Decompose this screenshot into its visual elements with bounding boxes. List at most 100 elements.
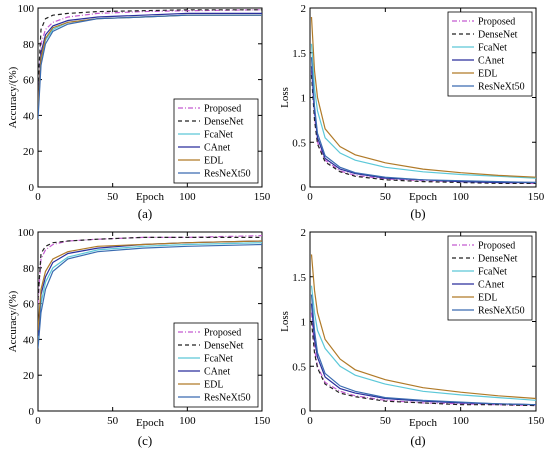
panel-caption: (b) — [410, 206, 425, 221]
y-tick-label: 20 — [23, 370, 35, 382]
legend-label: DenseNet — [204, 341, 244, 352]
series-group — [310, 16, 536, 184]
y-axis-label: Accuracy/(%) — [7, 290, 19, 352]
y-tick-label: 2 — [301, 3, 307, 15]
x-tick-label: 0 — [307, 415, 313, 427]
x-tick-label: 100 — [179, 415, 196, 427]
x-tick-label: 100 — [452, 415, 469, 427]
series-line-fcanet — [38, 242, 262, 340]
y-axis-label: Loss — [279, 87, 291, 108]
legend-label: ResNeXt50 — [204, 169, 251, 180]
legend-box — [173, 98, 259, 184]
y-tick-label: 0 — [29, 406, 35, 418]
x-axis-label: Epoch — [136, 417, 165, 429]
legend-box — [447, 11, 533, 97]
x-tick-label: 50 — [380, 191, 392, 203]
legend: Proposed DenseNet FcaNet CAnet EDL ResNeXt50 — [173, 322, 259, 408]
series-line-proposed — [38, 9, 262, 116]
y-axis-label: Accuracy/(%) — [7, 66, 19, 128]
x-tick-label: 50 — [107, 191, 119, 203]
y-tick-label: 40 — [23, 334, 35, 346]
y-tick-label: 1 — [301, 317, 307, 329]
y-tick-label: 100 — [18, 227, 35, 239]
x-tick-label: 100 — [452, 191, 469, 203]
legend-label: DenseNet — [478, 254, 518, 265]
chart-panel-c: 0 50 100 150 0 20 40 60 80 100 Epoch Accuracy/(%) (c… — [7, 227, 271, 448]
y-tick-label: 0.5 — [292, 361, 306, 373]
legend-label: FcaNet — [204, 354, 233, 365]
series-line-resnext50 — [310, 57, 536, 184]
legend-label: FcaNet — [478, 267, 507, 278]
legend-label: EDL — [478, 293, 497, 304]
series-line-fcanet — [310, 43, 536, 179]
panel-caption: (a) — [138, 206, 152, 221]
x-axis-label: Epoch — [409, 191, 438, 203]
y-tick-label: 1 — [301, 93, 307, 105]
x-axis-label: Epoch — [136, 191, 165, 203]
chart-panel-a: 0 50 100 150 0 20 40 60 80 100 Epoch Accuracy/(%) (a… — [7, 3, 271, 221]
legend-label: CAnet — [204, 367, 230, 378]
x-tick-label: 0 — [35, 415, 41, 427]
chart-panel-d: 0 50 100 150 0 0.5 1 1.5 2 Epoch Loss (d) Proposed De… — [279, 227, 545, 448]
series-line-edl — [310, 16, 536, 178]
legend: Proposed DenseNet FcaNet CAnet EDL ResNeXt50 — [447, 11, 533, 97]
legend-label: EDL — [478, 69, 497, 80]
y-tick-label: 0.5 — [292, 137, 306, 149]
series-line-canet — [38, 12, 262, 107]
y-tick-label: 0 — [301, 406, 307, 418]
y-tick-label: 80 — [23, 263, 35, 275]
series-line-densenet — [38, 9, 262, 89]
legend-label: Proposed — [478, 241, 515, 252]
legend-label: DenseNet — [204, 117, 244, 128]
series-line-resnext50 — [38, 243, 262, 349]
legend-box — [447, 235, 533, 321]
series-line-densenet — [310, 75, 536, 184]
series-group — [310, 254, 536, 407]
legend-label: FcaNet — [204, 130, 233, 141]
legend-label: Proposed — [204, 104, 241, 115]
panel-caption: (c) — [138, 433, 152, 448]
y-tick-label: 100 — [18, 3, 35, 15]
chart-panel-b: 0 50 100 150 0 0.5 1 1.5 2 Epoch Loss (b) Proposed De… — [279, 3, 545, 221]
legend-label: EDL — [204, 156, 223, 167]
legend: Proposed DenseNet FcaNet CAnet EDL ResNeXt50 — [173, 98, 259, 184]
legend-label: CAnet — [204, 143, 230, 154]
series-line-proposed — [310, 312, 536, 407]
x-tick-label: 0 — [35, 191, 41, 203]
series-line-densenet — [38, 236, 262, 301]
legend-label: CAnet — [478, 56, 504, 67]
y-tick-label: 0 — [29, 182, 35, 194]
legend-label: DenseNet — [478, 30, 518, 41]
legend-label: CAnet — [478, 280, 504, 291]
legend-label: Proposed — [204, 328, 241, 339]
x-tick-label: 150 — [528, 415, 545, 427]
y-tick-label: 80 — [23, 39, 35, 51]
y-tick-label: 1.5 — [292, 48, 306, 60]
legend-label: ResNeXt50 — [478, 306, 525, 317]
x-tick-label: 50 — [107, 415, 119, 427]
y-tick-label: 2 — [301, 227, 307, 239]
legend-label: FcaNet — [478, 43, 507, 54]
series-line-edl — [38, 240, 262, 331]
y-tick-label: 60 — [23, 75, 35, 87]
x-axis-label: Epoch — [409, 417, 438, 429]
series-group — [38, 235, 262, 349]
series-line-resnext50 — [310, 294, 536, 406]
legend-label: ResNeXt50 — [204, 393, 251, 404]
legend-label: Proposed — [478, 17, 515, 28]
series-line-resnext50 — [38, 14, 262, 120]
x-tick-label: 0 — [307, 191, 313, 203]
legend: Proposed DenseNet FcaNet CAnet EDL ResNeXt50 — [447, 235, 533, 321]
y-tick-label: 40 — [23, 110, 35, 122]
x-tick-label: 150 — [528, 191, 545, 203]
legend-box — [173, 322, 259, 408]
legend-label: ResNeXt50 — [478, 82, 525, 93]
series-group — [38, 9, 262, 120]
series-line-fcanet — [310, 285, 536, 401]
y-tick-label: 1.5 — [292, 272, 306, 284]
x-tick-label: 150 — [254, 415, 271, 427]
y-tick-label: 20 — [23, 146, 35, 158]
y-tick-label: 60 — [23, 299, 35, 311]
panel-caption: (d) — [410, 433, 425, 448]
